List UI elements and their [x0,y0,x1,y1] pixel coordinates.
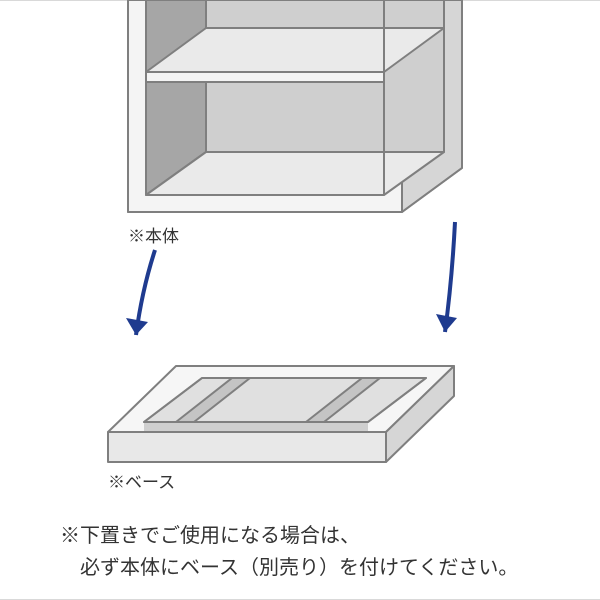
arrow-left [126,250,155,335]
base-unit [108,366,454,462]
label-shelf: ※本体 [128,222,179,247]
caption-line-1: ※下置きでご使用になる場合は、 [60,520,518,552]
caption-line-2: 必ず本体にベース（別売り）を付けてください。 [60,552,518,584]
caption: ※下置きでご使用になる場合は、 必ず本体にベース（別売り）を付けてください。 [60,520,518,584]
shelf-unit [128,0,462,212]
diagram-svg [0,0,600,600]
label-base: ※ベース [108,468,175,493]
arrow-right [436,222,457,332]
diagram-canvas: ※本体 ※ベース ※下置きでご使用になる場合は、 必ず本体にベース（別売り）を付… [0,0,600,600]
